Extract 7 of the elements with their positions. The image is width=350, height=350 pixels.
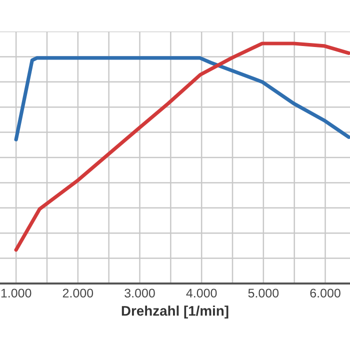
x-tick-label: 1.000 bbox=[1, 288, 32, 298]
x-tick-label: 2.000 bbox=[62, 288, 94, 298]
x-tick-label: 3.000 bbox=[124, 288, 155, 298]
x-tick-label: 6.000 bbox=[310, 288, 340, 298]
x-axis-title: Drehzahl [1/min] bbox=[122, 306, 228, 319]
x-tick-label: 5.000 bbox=[248, 288, 279, 298]
x-tick-label: 4.000 bbox=[186, 288, 217, 298]
